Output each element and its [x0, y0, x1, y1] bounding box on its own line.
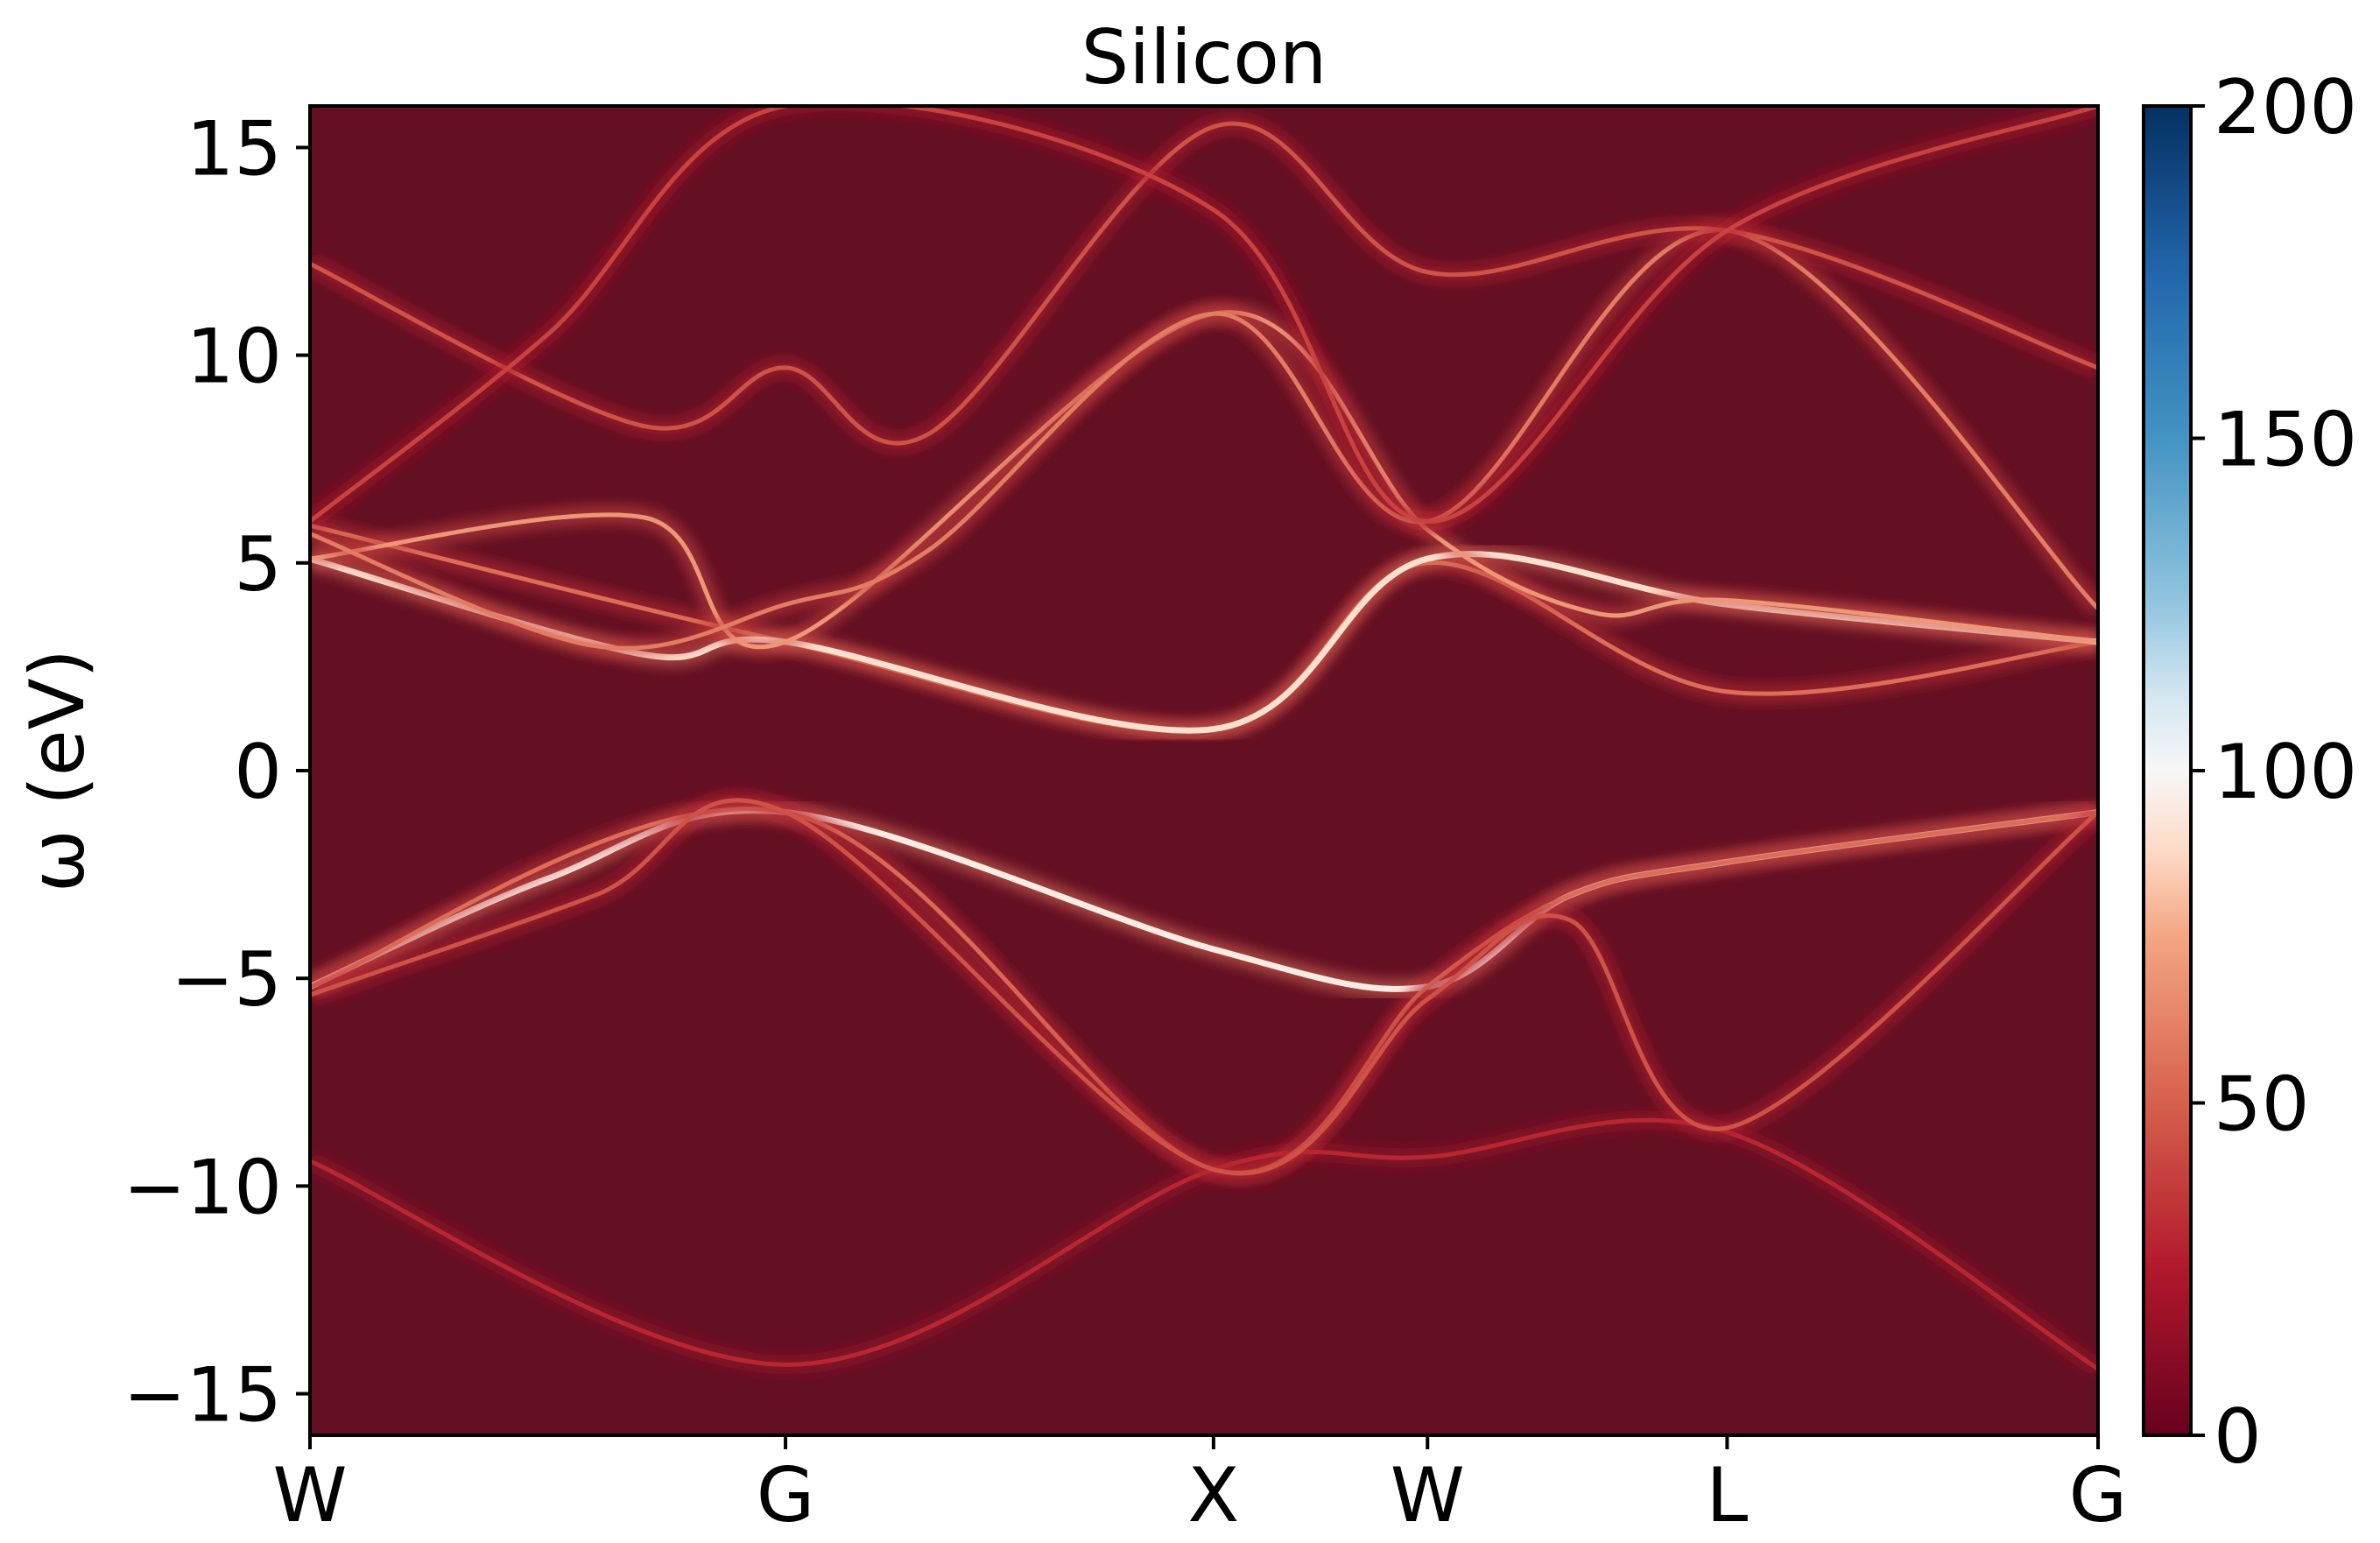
colorbar-tick-label-4: 150	[2214, 397, 2357, 484]
y-tick-label-3: −5	[171, 936, 282, 1024]
colorbar	[2142, 104, 2193, 1437]
plot-area	[310, 106, 2098, 1435]
band-10	[310, 106, 2098, 524]
x-tick-label-1: W	[272, 1452, 347, 1539]
y-tick-label-5: 5	[234, 521, 282, 609]
band-4	[310, 798, 2098, 1176]
x-tick-label-2: G	[757, 1452, 815, 1539]
y-tick-label-2: −10	[123, 1144, 283, 1231]
y-tick-label-6: 10	[187, 314, 282, 401]
y-axis: −15 −10 −5 0 5 10 15	[123, 105, 310, 1440]
y-tick-label-7: 15	[187, 105, 282, 193]
colorbar-tick-label-5: 200	[2214, 64, 2357, 151]
colorbar-axis: 0 50 100 150 200	[2191, 64, 2357, 1481]
colorbar-tick-label-1: 0	[2214, 1393, 2262, 1481]
y-tick-label-4: 0	[234, 729, 282, 816]
chart-title: Silicon	[1081, 14, 1327, 102]
y-tick-label-1: −15	[123, 1352, 283, 1440]
x-tick-label-6: G	[2069, 1452, 2128, 1539]
x-tick-label-5: L	[1706, 1452, 1748, 1539]
y-axis-label: ω (eV)	[14, 649, 102, 892]
colorbar-tick-label-3: 100	[2214, 729, 2357, 816]
band-lines	[310, 106, 2098, 1377]
x-tick-label-4: W	[1391, 1452, 1465, 1539]
x-tick-label-3: X	[1187, 1452, 1239, 1539]
colorbar-tick-label-2: 50	[2214, 1061, 2309, 1149]
